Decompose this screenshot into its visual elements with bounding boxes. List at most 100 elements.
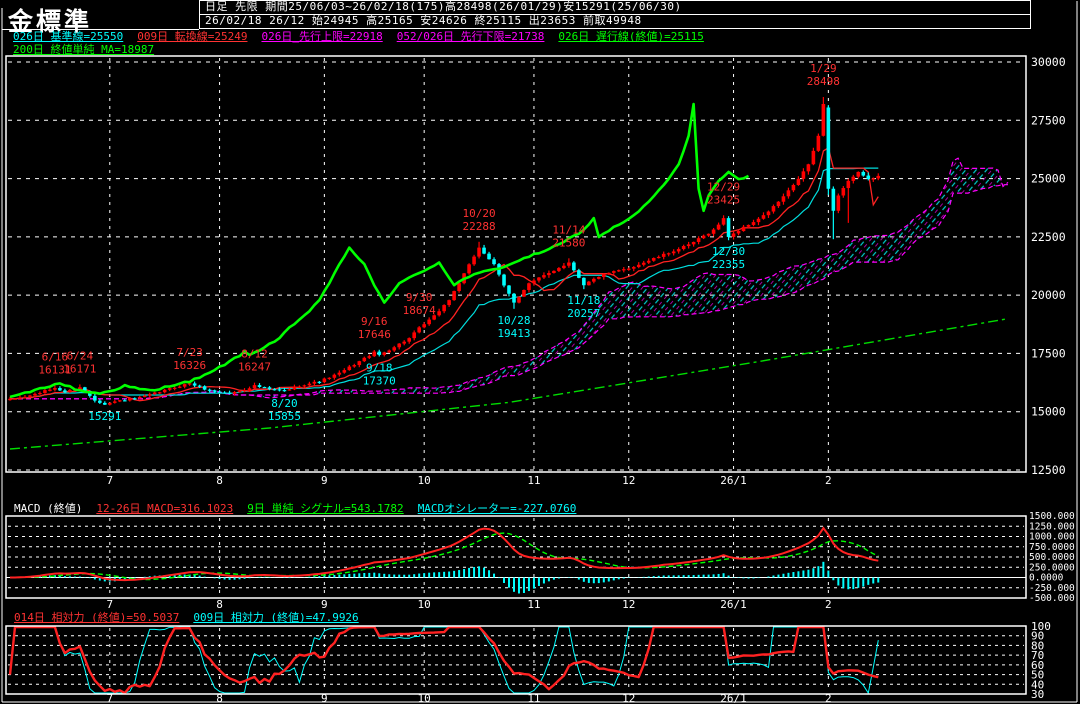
rsi-y-axis-label: 60 bbox=[1031, 659, 1044, 672]
ichimoku-legend-item: 026日 基準線=25550 bbox=[13, 30, 124, 43]
ichimoku-legend-item: 026日_先行上限=22918 bbox=[261, 30, 383, 43]
low-annotation: 20257 bbox=[567, 307, 600, 320]
high-annotation: 8/12 bbox=[241, 348, 268, 361]
low-annotation: 10/28 bbox=[497, 314, 530, 327]
main-y-axis-label: 22500 bbox=[1031, 230, 1066, 244]
title-underline bbox=[2, 29, 199, 30]
high-annotation: 6/24 bbox=[67, 349, 94, 362]
ichimoku-legend-row1: 026日 基準線=25550 009日 転換線=25249 026日_先行上限=22… bbox=[13, 31, 718, 43]
main-y-axis-label: 15000 bbox=[1031, 405, 1066, 419]
rsi-y-axis-label: 50 bbox=[1031, 669, 1044, 682]
low-annotation: 8/20 bbox=[271, 397, 298, 410]
high-annotation: 21580 bbox=[552, 236, 585, 249]
page-title: 金標準 bbox=[8, 7, 93, 36]
main-x-axis-label: 10 bbox=[418, 474, 431, 487]
high-annotation: 28498 bbox=[807, 75, 840, 88]
rsi-y-axis-label: 90 bbox=[1031, 630, 1044, 643]
ma-legend-item: 200日 終値単純 MA=18987 bbox=[13, 43, 155, 56]
high-annotation: 16171 bbox=[63, 362, 96, 375]
macd-y-axis-label: 500.0000 bbox=[1029, 552, 1075, 563]
low-annotation: 15291 bbox=[88, 410, 121, 423]
macd-x-axis-label: 2 bbox=[825, 598, 832, 611]
main-x-axis-label: 11 bbox=[527, 474, 540, 487]
rsi-y-axis-label: 80 bbox=[1031, 639, 1044, 652]
rsi-x-axis-label: 12 bbox=[622, 692, 635, 704]
rsi14-line bbox=[8, 625, 879, 695]
low-annotation: 17370 bbox=[363, 374, 396, 387]
high-annotation: 17646 bbox=[358, 328, 391, 341]
macd-legend-item: 12-26日 MACD=316.1023 bbox=[96, 502, 234, 515]
senkou-span-a-line bbox=[10, 157, 1009, 400]
price-annotations: 6/16161316/2416171 15291 7/2316326 8/121624… bbox=[38, 62, 840, 423]
macd-x-axis-label: 9 bbox=[321, 598, 328, 611]
high-annotation: 16326 bbox=[173, 359, 206, 372]
high-annotation: 9/16 bbox=[361, 315, 388, 328]
rsi-y-axis-label: 70 bbox=[1031, 649, 1044, 662]
main-x-axis-label: 2 bbox=[825, 474, 832, 487]
high-annotation: 12/29 bbox=[707, 180, 740, 193]
rsi-x-axis-label: 10 bbox=[418, 692, 431, 704]
macd-panel: 1500.0001250.0001000.000750.0000500.0000… bbox=[5, 511, 1075, 611]
rsi-x-axis-label: 26/1 bbox=[720, 692, 747, 704]
contract-info-line2: 26/02/18 26/12 始24945 高25165 安24626 終251… bbox=[200, 15, 1030, 29]
low-annotation: 19413 bbox=[497, 327, 530, 340]
low-annotation: 12/30 bbox=[712, 245, 745, 258]
ichimoku-cloud bbox=[10, 158, 1008, 399]
candlesticks bbox=[8, 97, 881, 406]
main-x-axis-label: 7 bbox=[106, 474, 113, 487]
contract-info-line1: 日足 先限 期間25/06/03~26/02/18(175)高28498(26/… bbox=[200, 1, 1030, 15]
main-x-axis-label: 8 bbox=[216, 474, 223, 487]
macd-legend: MACD (終値) 12-26日 MACD=316.1023 9日 単純 シグナル=… bbox=[14, 503, 590, 515]
high-annotation: 16131 bbox=[38, 363, 71, 376]
rsi-y-axis-label: 30 bbox=[1031, 688, 1044, 701]
low-annotation: 9/18 bbox=[366, 361, 393, 374]
high-annotation: 16247 bbox=[238, 361, 271, 374]
main-y-axis-label: 25000 bbox=[1031, 172, 1066, 186]
macd-y-axis-label: 1000.000 bbox=[1029, 532, 1075, 543]
main-x-axis-label: 12 bbox=[622, 474, 635, 487]
rsi-x-axis-label: 9 bbox=[321, 692, 328, 704]
main-y-axis-label: 17500 bbox=[1031, 346, 1066, 360]
high-annotation: 10/20 bbox=[462, 207, 495, 220]
ichimoku-legend-item: 052/026日 先行下限=21738 bbox=[396, 30, 545, 43]
macd-x-axis-label: 8 bbox=[216, 598, 223, 611]
ma200-line bbox=[9, 318, 1009, 450]
main-chart-panel: 6/16161316/2416171 15291 7/2316326 8/121624… bbox=[5, 55, 1066, 487]
macd-x-axis-label: 7 bbox=[106, 598, 113, 611]
macd-y-axis-label: 1500.000 bbox=[1029, 511, 1075, 522]
low-annotation: 15855 bbox=[268, 410, 301, 423]
macd-y-axis-label: 1250.000 bbox=[1029, 521, 1075, 532]
rsi-plot-area[interactable] bbox=[6, 626, 1026, 694]
main-y-axis-label: 27500 bbox=[1031, 113, 1066, 127]
rsi-x-axis-label: 7 bbox=[106, 692, 113, 704]
rsi-x-axis-label: 8 bbox=[216, 692, 223, 704]
high-annotation: 9/30 bbox=[406, 291, 433, 304]
macd-y-axis-label: -250.000 bbox=[1029, 583, 1075, 594]
rsi-legend-item: 009日 相対力 (終値)=47.9926 bbox=[193, 611, 359, 624]
lagging-span-line bbox=[9, 102, 750, 399]
high-annotation: 7/23 bbox=[176, 346, 203, 359]
ichimoku-legend-row2: 200日 終値単純 MA=18987 bbox=[13, 44, 168, 56]
macd-x-axis-label: 10 bbox=[418, 598, 431, 611]
macd-x-axis-label: 11 bbox=[527, 598, 540, 611]
main-y-axis-label: 12500 bbox=[1031, 463, 1066, 477]
macd-legend-item: MACDオシレーター=-227.0760 bbox=[417, 502, 577, 515]
high-annotation: 11/14 bbox=[552, 223, 585, 236]
main-y-axis-label: 20000 bbox=[1031, 288, 1066, 302]
rsi-x-axis-label: 2 bbox=[825, 692, 832, 704]
main-x-axis-label: 9 bbox=[321, 474, 328, 487]
macd-y-axis-label: 0.0000 bbox=[1029, 573, 1064, 584]
ichimoku-legend-item: 009日 転換線=25249 bbox=[137, 30, 248, 43]
contract-info-block: 日足 先限 期間25/06/03~26/02/18(175)高28498(26/… bbox=[199, 0, 1031, 29]
main-x-axis-label: 26/1 bbox=[720, 474, 747, 487]
macd-plot-area[interactable] bbox=[6, 516, 1026, 598]
macd-y-axis-label: -500.000 bbox=[1029, 593, 1075, 604]
rsi-y-axis-label: 40 bbox=[1031, 678, 1044, 691]
main-chart-plot-area[interactable] bbox=[6, 56, 1026, 472]
high-annotation: 18674 bbox=[403, 304, 436, 317]
rsi-x-axis-label: 11 bbox=[527, 692, 540, 704]
